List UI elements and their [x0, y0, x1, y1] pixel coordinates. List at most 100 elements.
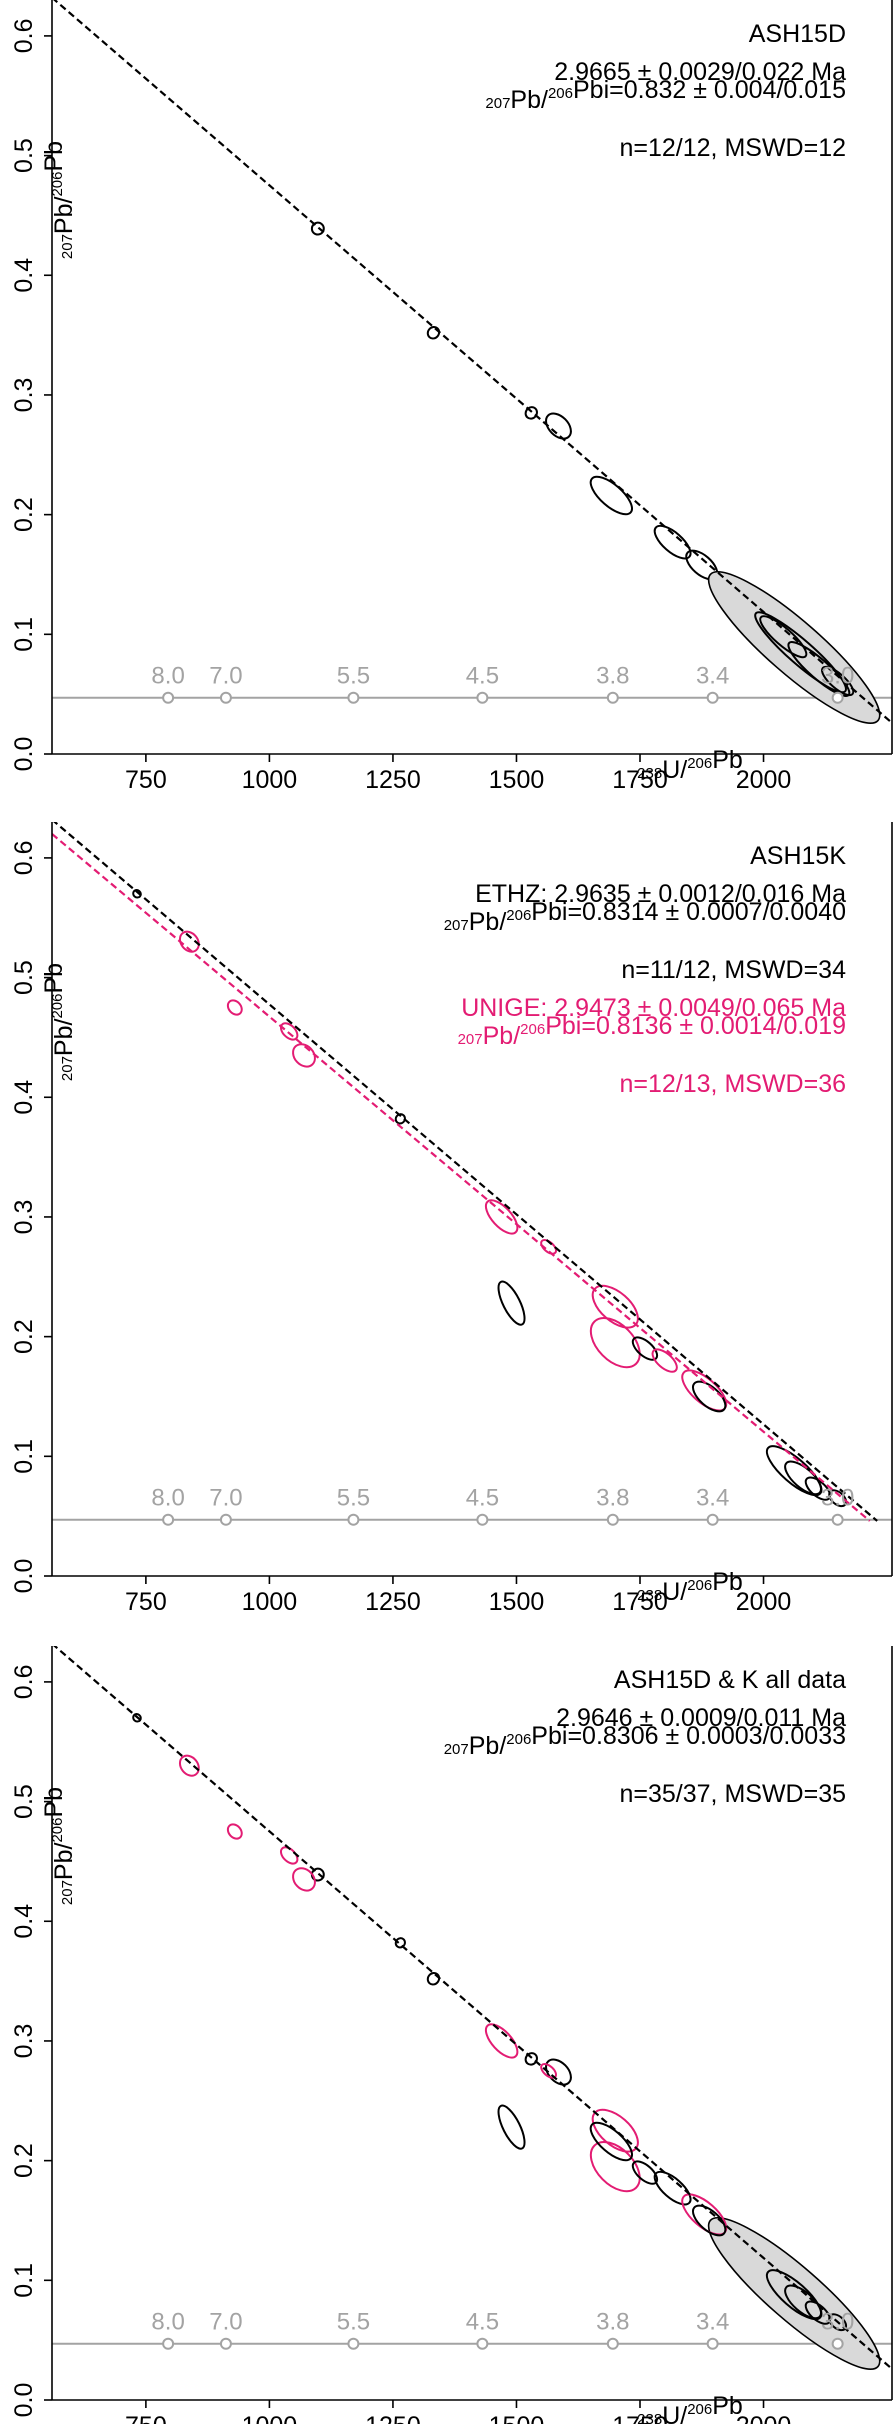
y-tick-label: 0.3	[10, 1200, 38, 1235]
data-ellipse-eth	[524, 2052, 538, 2066]
data-ellipse-eth	[692, 1380, 727, 1413]
y-tick-label: 0.5	[10, 138, 38, 173]
x-axis-label: 238U/206Pb	[637, 746, 743, 784]
x-tick-label: 1250	[365, 766, 421, 794]
data-ellipse-unige	[226, 999, 243, 1016]
y-tick-label: 0.4	[10, 1904, 38, 1939]
age-marker	[347, 2337, 360, 2350]
data-ellipse-eth	[707, 570, 881, 724]
data-ellipse-eth	[545, 412, 572, 440]
plot-area: 8.0 7.0 5.5 4.5 3.8 3.4 3.0	[52, 822, 892, 1526]
data-ellipse-eth	[692, 2204, 727, 2237]
age-label: 4.5	[466, 1485, 499, 1512]
data-ellipse-unige	[279, 1846, 299, 1865]
y-tick-label: 0.3	[10, 378, 38, 413]
age-label: 7.0	[209, 2309, 242, 2336]
data-ellipse-eth	[784, 2284, 822, 2320]
data-ellipse-unige	[279, 1022, 299, 1041]
regression-line-unige	[52, 833, 871, 1522]
data-ellipse-eth	[426, 325, 441, 340]
data-ellipse-unige	[178, 930, 200, 953]
x-tick-label: 2000	[736, 766, 792, 794]
x-tick-label: 1750	[612, 766, 668, 794]
age-marker	[219, 2337, 232, 2350]
x-tick-label: 1500	[489, 1588, 545, 1616]
age-label: 5.5	[337, 2309, 370, 2336]
age-marker	[162, 1513, 175, 1526]
y-tick-label: 0.2	[10, 1319, 38, 1354]
age-marker	[476, 2337, 489, 2350]
age-marker	[606, 691, 619, 704]
data-ellipse-eth	[707, 2216, 881, 2370]
stats-annotation: n=12/12, MSWD=12	[619, 134, 846, 162]
age-marker	[706, 691, 719, 704]
data-ellipse-unige	[484, 1199, 519, 1235]
x-tick-label: 2000	[736, 2412, 792, 2424]
age-marker	[162, 2337, 175, 2350]
age-marker	[219, 691, 232, 704]
data-ellipse-unige	[226, 1823, 243, 1840]
chart-panel-3: 8.0 7.0 5.5 4.5 3.8 3.4 3.0 0.0 0.1 0.2 0.3 0.4 0.5 0…	[10, 1646, 893, 2429]
age-label: 4.5	[466, 2309, 499, 2336]
y-tick-label: 0.1	[10, 2263, 38, 2298]
age-label: 8.0	[151, 663, 184, 690]
data-ellipse-unige	[589, 2141, 641, 2193]
data-ellipse-eth	[759, 615, 808, 659]
age-label: 7.0	[209, 1485, 242, 1512]
x-tick-label: 1250	[365, 2412, 421, 2424]
y-tick-label: 0.0	[10, 1559, 38, 1594]
regression-line-eth	[53, 0, 892, 724]
x-tick-label: 1750	[612, 1588, 668, 1616]
y-tick-label: 0.2	[10, 2143, 38, 2178]
data-ellipse-eth	[804, 2300, 832, 2325]
x-tick-label: 750	[125, 766, 167, 794]
chart-panel-2: 8.0 7.0 5.5 4.5 3.8 3.4 3.0 0.0 0.1 0.2 0.3 0.4 0.5 0…	[10, 822, 893, 1616]
y-tick-label: 0.6	[10, 841, 38, 876]
y-tick-label: 0.3	[10, 2024, 38, 2059]
y-axis-label: 207Pb/206Pb	[40, 963, 78, 1081]
regression-line-eth	[53, 822, 878, 1522]
stats-annotation: 2.9646 ± 0.0009/0.011 Ma	[556, 1704, 846, 1732]
x-axis-label: 238U/206Pb	[637, 2392, 743, 2424]
y-tick-label: 0.5	[10, 960, 38, 995]
stats-annotation: 2.9665 ± 0.0029/0.022 Ma	[554, 58, 846, 86]
x-tick-label: 750	[125, 1588, 167, 1616]
stats-annotation: n=35/37, MSWD=35	[619, 1780, 846, 1808]
x-tick-label: 1000	[242, 766, 298, 794]
chart-title: ASH15D	[749, 20, 846, 48]
chart-title: ASH15D & K all data	[614, 1666, 846, 1694]
stats-annotation: n=11/12, MSWD=34	[621, 956, 846, 984]
y-axis-label: 207Pb/206Pb	[40, 1787, 78, 1905]
age-marker	[606, 2337, 619, 2350]
data-ellipse-unige	[651, 1348, 678, 1373]
data-ellipse-eth	[394, 1113, 406, 1125]
age-marker	[476, 691, 489, 704]
data-ellipse-eth	[497, 1280, 526, 1326]
data-ellipse-eth	[804, 1476, 832, 1501]
data-ellipse-unige	[292, 1043, 316, 1068]
age-marker	[831, 2337, 844, 2350]
data-ellipse-unige	[484, 2023, 519, 2059]
y-tick-label: 0.5	[10, 1784, 38, 1819]
y-tick-label: 0.1	[10, 1439, 38, 1474]
data-ellipse-eth	[653, 524, 692, 560]
x-tick-label: 1000	[242, 2412, 298, 2424]
age-marker	[162, 691, 175, 704]
x-axis-label: 238U/206Pb	[637, 1568, 743, 1606]
stats-annotation: n=12/13, MSWD=36	[619, 1070, 846, 1098]
y-tick-label: 0.4	[10, 258, 38, 293]
chart-panel-1: 8.0 7.0 5.5 4.5 3.8 3.4 3.0 0.0 0.1 0.2 0.3 0.4 0.5 0…	[10, 0, 893, 794]
y-tick-label: 0.1	[10, 617, 38, 652]
x-tick-label: 1500	[489, 766, 545, 794]
stats-annotation: ETHZ: 2.9635 ± 0.0012/0.016 Ma	[475, 880, 846, 908]
age-marker	[347, 691, 360, 704]
x-tick-label: 750	[125, 2412, 167, 2424]
data-ellipse-unige	[589, 1317, 641, 1369]
chart-title: ASH15K	[750, 842, 846, 870]
age-label: 3.0	[821, 663, 854, 690]
data-ellipse-eth	[631, 1336, 659, 1361]
data-ellipse-eth	[132, 889, 142, 899]
data-ellipse-eth	[653, 2170, 692, 2206]
